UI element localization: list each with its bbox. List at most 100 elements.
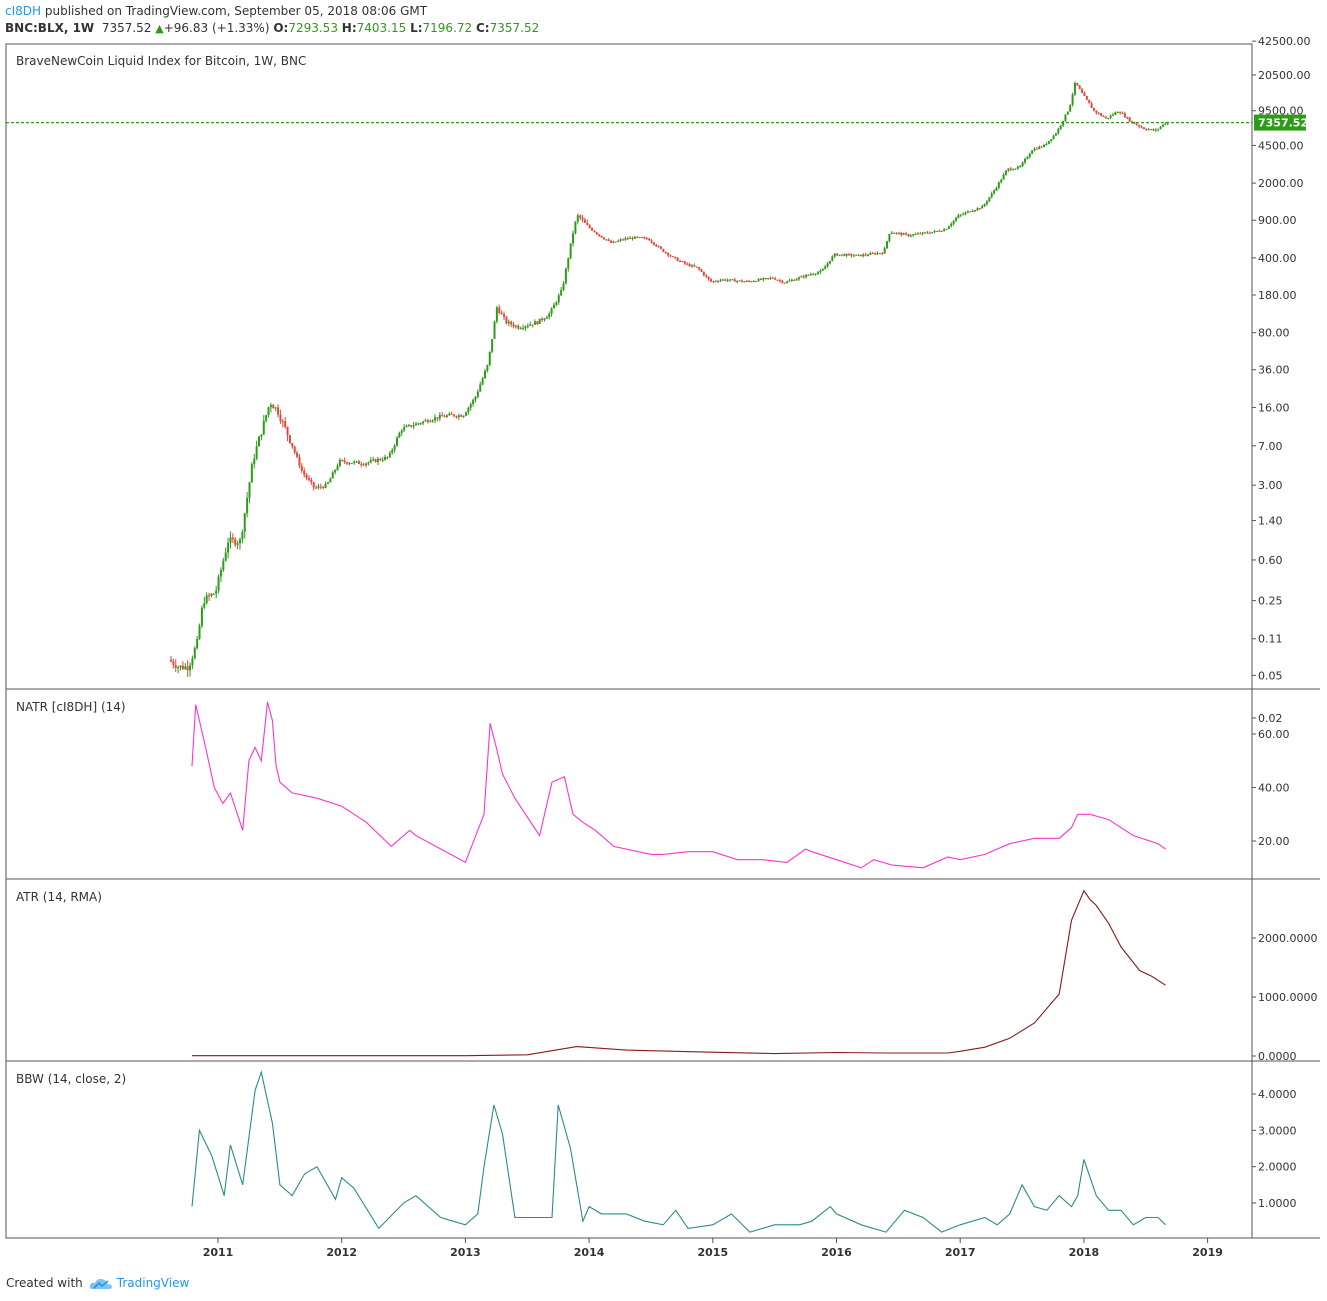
candle-body (196, 638, 199, 649)
candle-body (1140, 126, 1143, 128)
candle-body (1123, 113, 1126, 118)
candle-body (212, 593, 215, 595)
bbw-axis-label: 2.0000 (1258, 1161, 1297, 1174)
price-axis-label: 3.00 (1258, 479, 1283, 492)
candle-body (346, 462, 349, 464)
candle-body (512, 324, 515, 327)
candle-body (222, 560, 225, 571)
candle-body (1012, 169, 1015, 171)
candle-body (234, 539, 237, 545)
price-axis-label: 1.40 (1258, 515, 1283, 528)
candle-body (1052, 135, 1055, 140)
candle-body (752, 281, 755, 283)
candle-body (826, 263, 829, 267)
candle-body (705, 275, 708, 277)
candle-body (391, 449, 394, 453)
candle-body (1100, 113, 1103, 116)
candle-body (881, 253, 884, 255)
candle-body (812, 274, 815, 276)
candle-body (828, 261, 831, 264)
candle-body (310, 479, 313, 483)
candle-body (667, 252, 670, 256)
candle-body (488, 351, 491, 365)
candle-body (650, 240, 653, 243)
candle-body (1083, 92, 1086, 97)
candle-body (976, 208, 979, 211)
natr-series-line (191, 701, 1166, 869)
candle-body (847, 254, 850, 256)
candle-body (1107, 117, 1110, 119)
candle-body (643, 237, 646, 239)
candle-body (198, 625, 201, 639)
candle-body (629, 237, 632, 239)
candle-body (296, 452, 299, 457)
candle-body (695, 266, 698, 268)
tradingview-link[interactable]: TradingView (116, 1276, 190, 1290)
candle-body (997, 182, 1000, 188)
candle-body (821, 269, 824, 271)
candle-body (740, 280, 743, 282)
candle-body (510, 321, 513, 325)
candle-body (348, 463, 351, 465)
candle-body (203, 603, 206, 608)
candle-body (350, 463, 353, 465)
candle-body (724, 279, 727, 281)
candle-body (807, 274, 810, 276)
candle-body (191, 658, 194, 666)
bbw-axis-label: 1.0000 (1258, 1197, 1297, 1210)
candle-body (614, 241, 617, 243)
candle-body (322, 486, 325, 488)
triangle-up-icon: ▲ (155, 22, 164, 35)
candle-body (612, 241, 615, 243)
candle-body (712, 281, 715, 283)
candle-body (698, 267, 701, 270)
candle-body (864, 254, 867, 256)
candle-body (255, 446, 258, 459)
candle-body (243, 513, 246, 532)
candle-body (598, 234, 601, 236)
candle-body (624, 238, 627, 240)
candle-body (793, 279, 796, 281)
candle-body (562, 283, 565, 290)
candle-body (921, 232, 924, 234)
atr-pane-title: ATR (14, RMA) (16, 890, 102, 904)
bbw-axis-label: 4.0000 (1258, 1088, 1297, 1101)
candle-body (602, 237, 605, 240)
candle-body (957, 215, 960, 218)
price-axis-label: 9500.00 (1258, 105, 1304, 118)
candle-body (905, 233, 908, 235)
candle-body (353, 461, 356, 464)
candle-body (683, 261, 686, 264)
candle-body (298, 456, 301, 467)
candle-body (331, 472, 334, 479)
candles-group (169, 81, 1169, 677)
candle-body (664, 251, 667, 253)
candle-body (338, 459, 341, 466)
candle-body (700, 269, 703, 272)
candle-body (1102, 115, 1105, 117)
candle-body (493, 321, 496, 339)
candle-body (341, 459, 344, 461)
footer: Created with TradingView (6, 1276, 189, 1291)
candle-body (1088, 99, 1091, 104)
candle-body (916, 233, 919, 235)
candle-body (888, 233, 891, 242)
candle-body (205, 595, 208, 604)
candle-body (978, 208, 981, 210)
candle-body (671, 256, 674, 258)
candle-body (769, 277, 772, 279)
candle-body (360, 463, 363, 465)
price-axis-label: 0.11 (1258, 633, 1283, 646)
candle-body (538, 318, 541, 325)
candle-body (1112, 114, 1115, 116)
candle-body (1014, 168, 1017, 170)
author-link[interactable]: cI8DH (5, 4, 42, 18)
candle-body (893, 232, 896, 234)
candle-body (1097, 112, 1100, 114)
candle-body (679, 260, 682, 262)
candle-body (319, 486, 322, 488)
candle-body (1009, 168, 1012, 170)
candle-body (655, 244, 658, 247)
candle-body (288, 435, 291, 443)
